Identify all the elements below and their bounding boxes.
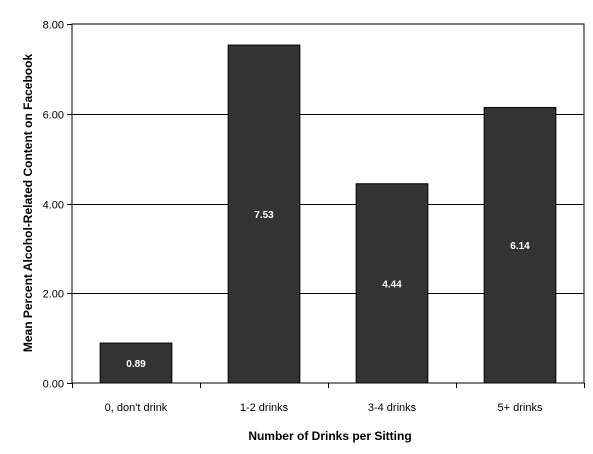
x-tick-label: 0, don't drink bbox=[105, 402, 168, 414]
x-axis-ticks: 0, don't drink 1-2 drinks 3-4 drinks 5+ dri… bbox=[72, 383, 585, 414]
bar bbox=[99, 342, 173, 384]
bars bbox=[99, 44, 557, 384]
data-label: 0.89 bbox=[126, 359, 146, 370]
data-label: 4.44 bbox=[382, 279, 402, 290]
x-tick-label: 3-4 drinks bbox=[368, 402, 417, 414]
data-labels: 0.89 7.53 4.44 6.14 bbox=[126, 210, 530, 370]
y-tick-label: 0.00 bbox=[43, 379, 64, 391]
bar bbox=[483, 106, 557, 384]
x-axis-title: Number of Drinks per Sitting bbox=[248, 429, 411, 443]
y-axis-title: Mean Percent Alcohol-Related Content on … bbox=[21, 54, 35, 353]
y-axis-ticks: 0.00 2.00 4.00 6.00 8.00 bbox=[43, 20, 72, 391]
bar bbox=[227, 44, 301, 384]
x-tick-label: 1-2 drinks bbox=[240, 402, 289, 414]
x-tick-label: 5+ drinks bbox=[498, 402, 543, 414]
bar bbox=[355, 183, 429, 384]
y-tick-label: 8.00 bbox=[43, 20, 64, 32]
y-tick-label: 6.00 bbox=[43, 110, 64, 122]
y-tick-label: 2.00 bbox=[43, 289, 64, 301]
y-tick-label: 4.00 bbox=[43, 200, 64, 212]
data-label: 6.14 bbox=[510, 241, 530, 252]
data-label: 7.53 bbox=[254, 210, 274, 221]
